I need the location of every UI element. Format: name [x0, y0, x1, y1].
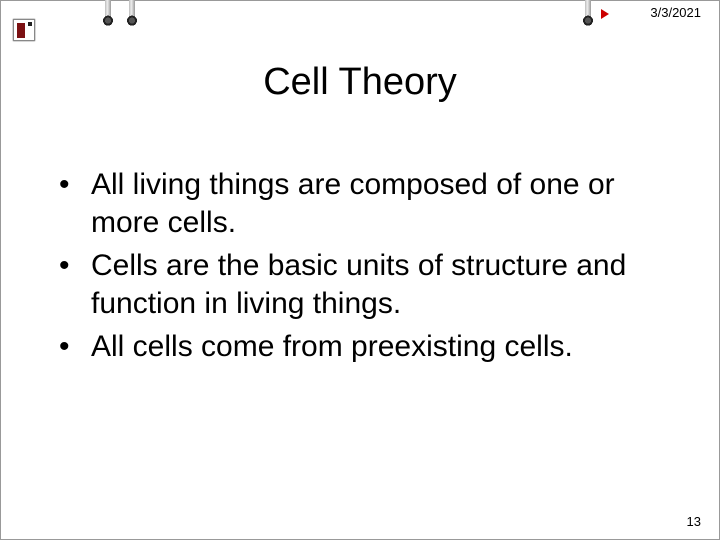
page-number: 13 [687, 514, 701, 529]
binder-ring-icon [101, 0, 115, 27]
bullet-list: All living things are composed of one or… [51, 166, 659, 370]
slide: 3/3/2021 Cell Theory All living things a… [0, 0, 720, 540]
binder-ring-icon [581, 0, 595, 27]
arrow-icon [601, 9, 609, 19]
binder-ring-icon [125, 0, 139, 27]
date-text: 3/3/2021 [650, 5, 701, 20]
bullet-item: All living things are composed of one or… [51, 166, 659, 243]
app-icon [13, 19, 35, 41]
bullet-item: All cells come from preexisting cells. [51, 328, 659, 366]
slide-title: Cell Theory [1, 61, 719, 104]
bullet-item: Cells are the basic units of structure a… [51, 247, 659, 324]
